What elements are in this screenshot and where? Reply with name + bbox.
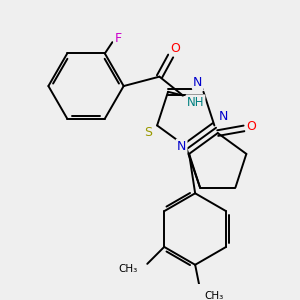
Text: N: N (193, 76, 203, 89)
Text: CH₃: CH₃ (205, 291, 224, 300)
Text: O: O (247, 120, 256, 133)
Text: O: O (170, 42, 180, 55)
Text: N: N (219, 110, 229, 123)
Text: F: F (115, 32, 122, 45)
Text: S: S (144, 127, 152, 140)
Text: N: N (177, 140, 186, 153)
Text: CH₃: CH₃ (118, 263, 138, 274)
Text: NH: NH (187, 95, 204, 109)
